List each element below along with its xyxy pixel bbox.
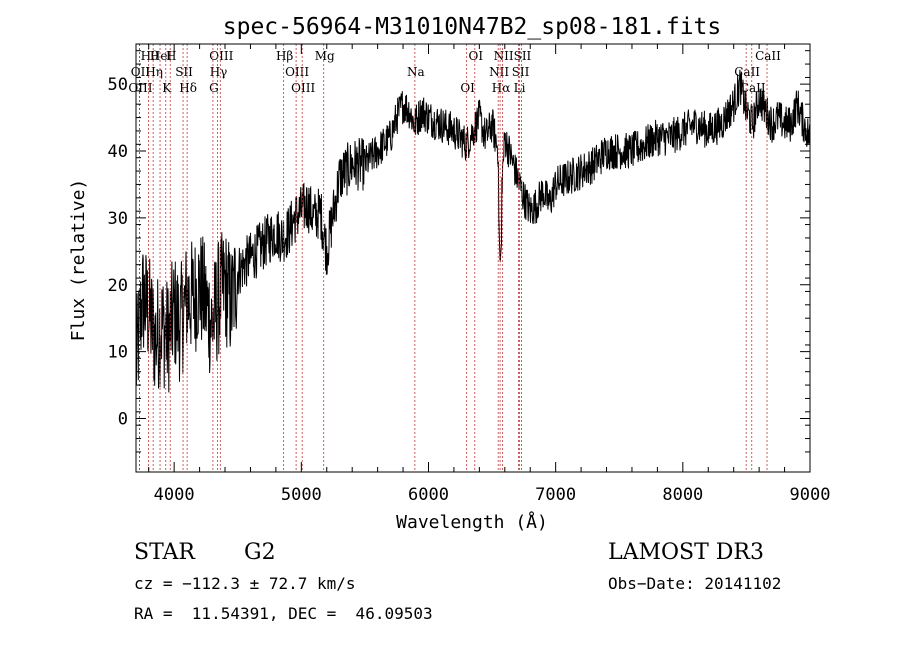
spectral-line-label: OIII: [285, 65, 309, 79]
spectral-line-label: OI: [460, 81, 475, 95]
spectral-line-label: Hθ: [141, 49, 159, 63]
y-tick-label: 30: [108, 209, 128, 229]
spectral-line-label: OI: [468, 49, 483, 63]
spectral-line-label: Hβ: [276, 49, 293, 63]
spectral-line-label: Hα: [492, 81, 511, 95]
spectral-line-label: G: [209, 81, 219, 95]
spectral-line-markers: HθOIIOIIIHeIHηKHSIIHδOIIIHγGHβOIIIOIIIMg…: [128, 44, 781, 472]
spectral-line-label: NII: [494, 49, 514, 63]
x-axis-label: Wavelength (Å): [396, 511, 548, 533]
spectral-line-label: SII: [175, 65, 193, 79]
spectral-line-label: Li: [514, 81, 526, 95]
obs-date-readout: Obs−Date: 20141102: [608, 574, 782, 593]
spectral-line-label: Hδ: [179, 81, 197, 95]
y-tick-label: 0: [118, 410, 128, 430]
spectral-line-label: Na: [407, 65, 425, 79]
spectral-line-label: OIII: [291, 81, 315, 95]
y-tick-label: 40: [108, 142, 128, 162]
class-label: STAR: [134, 540, 195, 565]
y-axis-label: Flux (relative): [68, 179, 89, 342]
spectrum-line: [135, 69, 811, 393]
plot-frame: [135, 43, 811, 473]
x-tick-label: 5000: [281, 485, 322, 505]
cz-readout: cz = −112.3 ± 72.7 km/s: [134, 574, 356, 593]
spectral-line-label: OIII: [209, 49, 233, 63]
y-tick-label: 20: [108, 276, 128, 296]
y-tick-label: 10: [108, 343, 128, 363]
plot-area: [135, 69, 811, 393]
x-tick-label: 9000: [790, 485, 831, 505]
x-tick-label: 8000: [662, 485, 703, 505]
subclass-label: G2: [244, 540, 276, 565]
axes: 4000 5000 6000 7000 8000 9000 0 10 20 30 40 50: [108, 43, 831, 505]
spectral-line-label: K: [162, 81, 172, 95]
spectral-line-label: SII: [512, 65, 530, 79]
spectral-line-label: CaII: [740, 81, 766, 95]
spectral-line-label: CaII: [755, 49, 781, 63]
chart-title: spec-56964-M31010N47B2_sp08-181.fits: [223, 14, 722, 40]
x-tick-label: 7000: [535, 485, 576, 505]
y-tick-label: 50: [108, 75, 128, 95]
spectral-line-label: OIII: [128, 81, 152, 95]
spectral-line-label: Hη: [145, 65, 163, 79]
spectral-line-label: NII: [489, 65, 509, 79]
spectral-line-label: CaII: [734, 65, 760, 79]
spectral-line-label: SII: [514, 49, 532, 63]
spectral-line-label: Mg: [315, 49, 335, 63]
coordinates-readout: RA = 11.54391, DEC = 46.09503: [134, 604, 433, 623]
spectral-line-label: HeI: [150, 49, 173, 63]
spectral-line-label: Hγ: [210, 65, 228, 79]
survey-label: LAMOST DR3: [608, 540, 764, 565]
spectral-line-label: H: [166, 49, 176, 63]
x-tick-label: 4000: [154, 485, 195, 505]
x-tick-label: 6000: [408, 485, 449, 505]
